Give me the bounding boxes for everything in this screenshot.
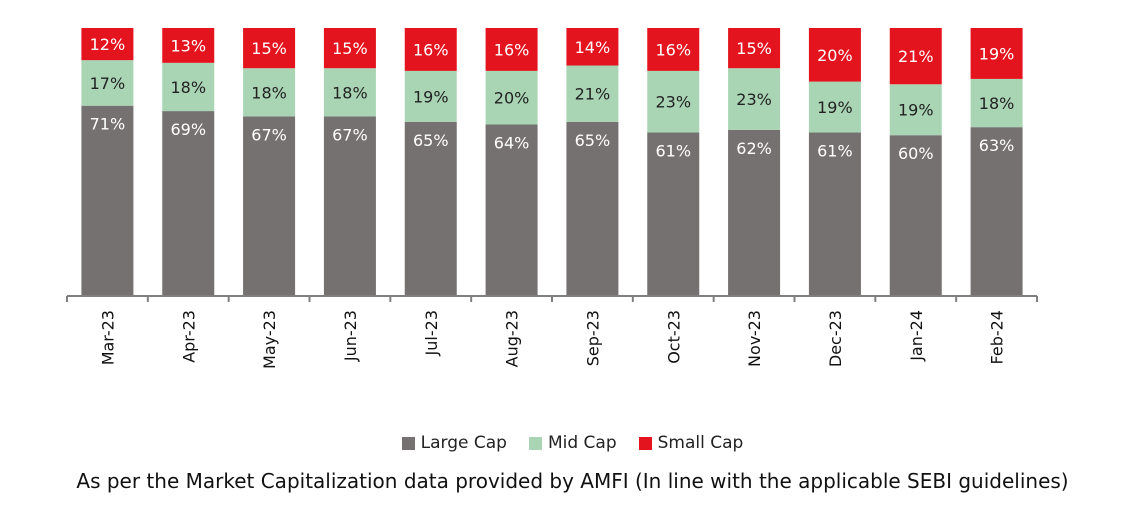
data-label-large-cap-oct-23: 61% [655, 142, 691, 161]
data-label-small-cap-mar-23: 12% [90, 35, 126, 54]
x-tick-label-feb-24: Feb-24 [988, 310, 1007, 364]
bar-small-cap-feb-24 [970, 28, 1023, 79]
data-label-mid-cap-dec-23: 19% [817, 98, 853, 117]
bar-small-cap-jan-24 [889, 28, 942, 85]
x-tick-label-nov-23: Nov-23 [745, 310, 764, 367]
data-label-large-cap-sep-23: 65% [575, 131, 611, 150]
legend-item-small-cap: Small Cap [638, 433, 744, 453]
data-label-large-cap-may-23: 67% [251, 125, 287, 144]
bar-mid-cap-may-23 [243, 68, 296, 117]
bar-mid-cap-oct-23 [647, 70, 700, 133]
bar-mid-cap-nov-23 [728, 68, 781, 130]
x-tick-label-jun-23: Jun-23 [341, 310, 360, 362]
data-label-small-cap-apr-23: 13% [170, 36, 206, 55]
data-label-small-cap-aug-23: 16% [494, 40, 530, 59]
x-tick-label-jul-23: Jul-23 [422, 310, 441, 356]
bar-mid-cap-mar-23 [81, 60, 134, 106]
bar-small-cap-jun-23 [323, 28, 376, 69]
bar-large-cap-nov-23 [728, 129, 781, 296]
data-label-mid-cap-mar-23: 17% [90, 74, 126, 93]
x-tick-label-apr-23: Apr-23 [179, 310, 198, 363]
data-label-large-cap-jan-24: 60% [898, 144, 934, 163]
bar-small-cap-oct-23 [647, 28, 700, 71]
bar-small-cap-apr-23 [162, 28, 215, 63]
data-label-large-cap-apr-23: 69% [170, 120, 206, 139]
bar-mid-cap-aug-23 [485, 70, 538, 125]
bar-mid-cap-jul-23 [404, 70, 457, 122]
data-label-mid-cap-may-23: 18% [251, 83, 287, 102]
data-label-large-cap-jul-23: 65% [413, 131, 449, 150]
data-label-large-cap-dec-23: 61% [817, 142, 853, 161]
bar-mid-cap-jun-23 [323, 68, 376, 117]
data-label-mid-cap-nov-23: 23% [736, 90, 772, 109]
data-label-small-cap-oct-23: 16% [655, 40, 691, 59]
legend: Large Cap Mid Cap Small Cap [0, 430, 1145, 456]
data-label-large-cap-jun-23: 67% [332, 125, 368, 144]
legend-label: Mid Cap [547, 433, 617, 453]
legend-swatch [528, 436, 542, 450]
legend-label: Small Cap [657, 433, 744, 453]
footnote: As per the Market Capitalization data pr… [76, 469, 1069, 493]
x-tick-label-jan-24: Jan-24 [907, 310, 926, 362]
data-label-mid-cap-jul-23: 19% [413, 87, 449, 106]
x-tick-label-aug-23: Aug-23 [503, 310, 522, 367]
legend-item-mid-cap: Mid Cap [528, 433, 617, 453]
legend-swatch [401, 436, 415, 450]
bar-large-cap-aug-23 [485, 124, 538, 296]
bar-small-cap-nov-23 [728, 28, 781, 69]
legend-swatch [638, 436, 652, 450]
bar-small-cap-mar-23 [81, 28, 134, 61]
bar-large-cap-jun-23 [323, 116, 376, 296]
data-label-mid-cap-aug-23: 20% [494, 89, 530, 108]
x-tick-labels: Mar-23 Apr-23 May-23 Jun-23 Jul-23 Aug-23 Sep-… [98, 310, 1006, 369]
data-label-mid-cap-jan-24: 19% [898, 101, 934, 120]
legend-item-large-cap: Large Cap [401, 433, 507, 453]
data-label-large-cap-feb-24: 63% [979, 136, 1015, 155]
bar-small-cap-may-23 [243, 28, 296, 69]
data-label-small-cap-jan-24: 21% [898, 47, 934, 66]
data-label-mid-cap-jun-23: 18% [332, 83, 368, 102]
bar-mid-cap-jan-24 [889, 84, 942, 136]
bar-large-cap-mar-23 [81, 105, 134, 296]
bar-small-cap-sep-23 [566, 28, 619, 66]
bar-small-cap-dec-23 [808, 28, 861, 82]
data-label-mid-cap-apr-23: 18% [170, 78, 206, 97]
x-tick-label-sep-23: Sep-23 [583, 310, 602, 366]
bar-mid-cap-dec-23 [808, 81, 861, 133]
data-label-small-cap-feb-24: 19% [979, 44, 1015, 63]
bar-large-cap-dec-23 [808, 132, 861, 296]
data-label-small-cap-jun-23: 15% [332, 39, 368, 58]
bar-large-cap-sep-23 [566, 121, 619, 296]
data-label-mid-cap-sep-23: 21% [575, 85, 611, 104]
data-label-small-cap-may-23: 15% [251, 39, 287, 58]
data-label-large-cap-mar-23: 71% [90, 115, 126, 134]
x-tick-label-dec-23: Dec-23 [826, 310, 845, 367]
bar-large-cap-jul-23 [404, 121, 457, 296]
bar-large-cap-jan-24 [889, 135, 942, 296]
bar-mid-cap-apr-23 [162, 62, 215, 112]
legend-label: Large Cap [420, 433, 507, 453]
data-label-small-cap-dec-23: 20% [817, 46, 853, 65]
bar-large-cap-feb-24 [970, 127, 1023, 296]
bar-mid-cap-sep-23 [566, 65, 619, 122]
bar-large-cap-apr-23 [162, 111, 215, 296]
data-label-large-cap-nov-23: 62% [736, 139, 772, 158]
bars-group: 71% 17% 12% 69% 18% 13% 67% 18% 15% 67% 18% 15% 65% 1… [81, 28, 1023, 296]
data-label-mid-cap-oct-23: 23% [655, 93, 691, 112]
data-label-mid-cap-feb-24: 18% [979, 94, 1015, 113]
bar-small-cap-aug-23 [485, 28, 538, 71]
data-label-large-cap-aug-23: 64% [494, 133, 530, 152]
x-tick-label-mar-23: Mar-23 [98, 310, 117, 365]
data-label-small-cap-nov-23: 15% [736, 39, 772, 58]
x-tick-label-may-23: May-23 [260, 310, 279, 369]
stacked-bar-chart: 71% 17% 12% 69% 18% 13% 67% 18% 15% 67% 18% 15% 65% 1… [66, 28, 1038, 369]
data-label-small-cap-jul-23: 16% [413, 40, 449, 59]
bar-mid-cap-feb-24 [970, 78, 1023, 128]
bar-small-cap-jul-23 [404, 28, 457, 71]
data-label-small-cap-sep-23: 14% [575, 38, 611, 57]
bar-large-cap-may-23 [243, 116, 296, 296]
bar-large-cap-oct-23 [647, 132, 700, 296]
x-axis [66, 295, 1038, 302]
x-tick-label-oct-23: Oct-23 [664, 310, 683, 364]
